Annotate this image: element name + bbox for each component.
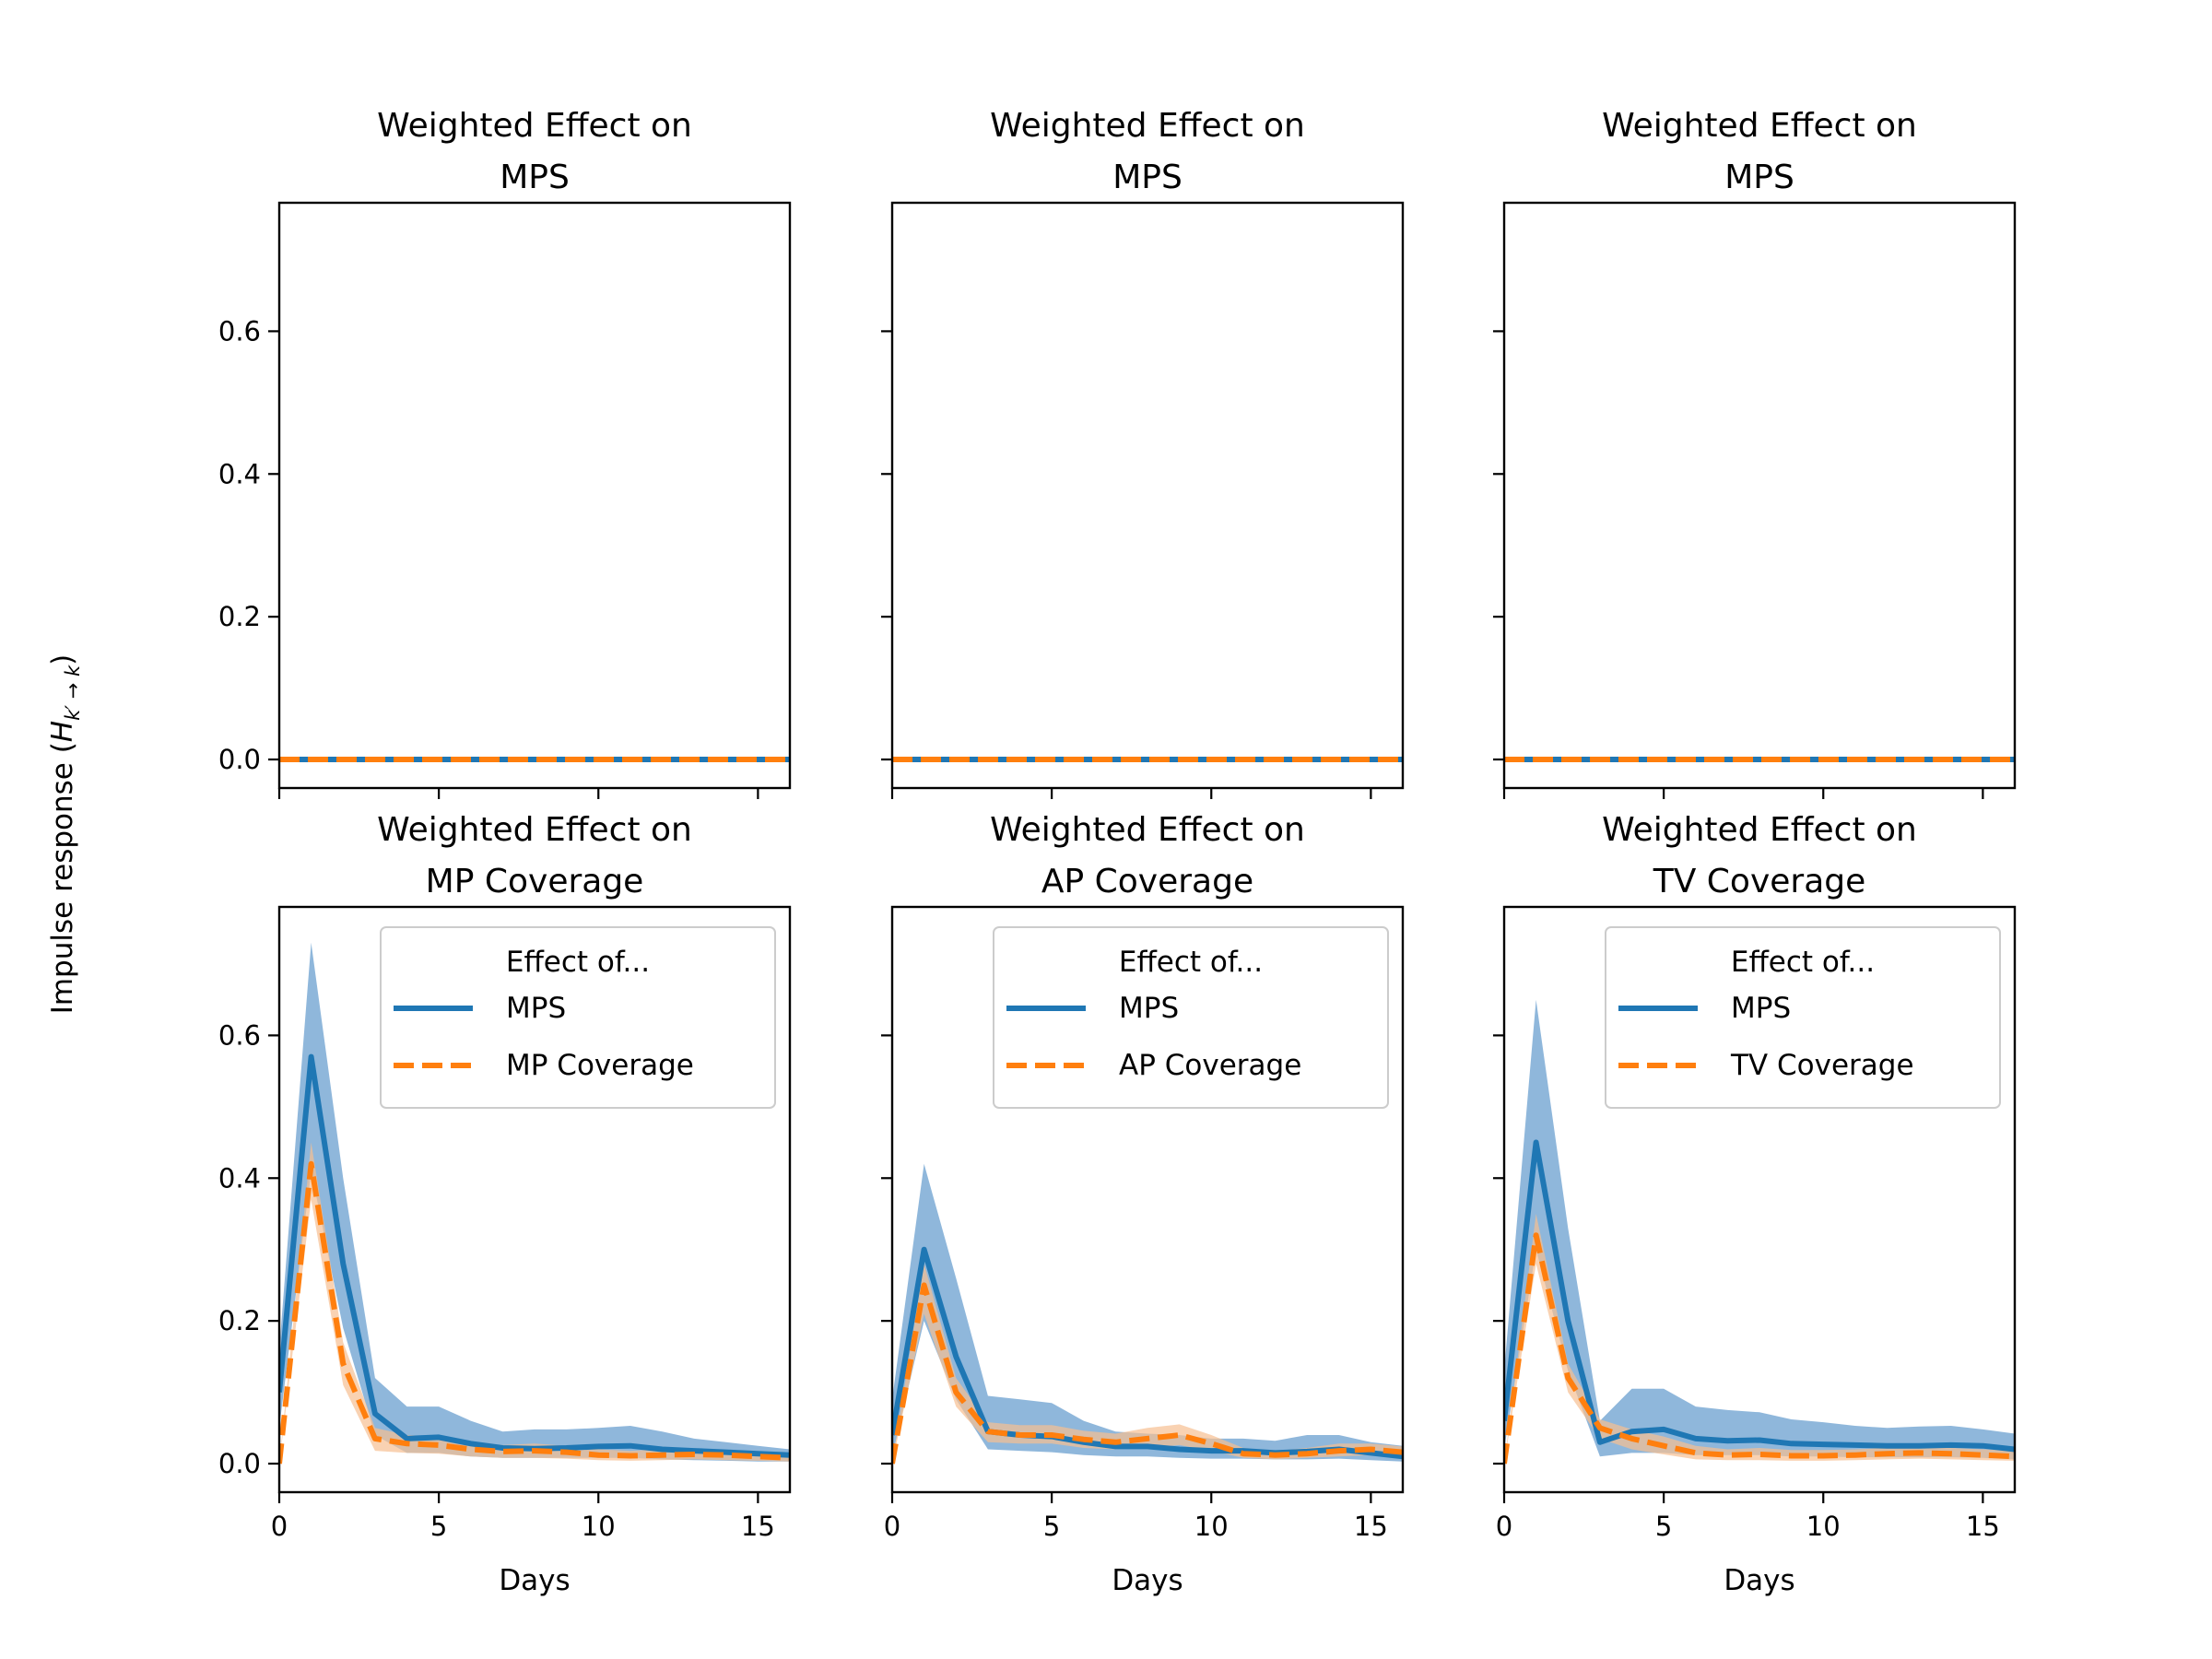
axes-frame xyxy=(277,905,792,1494)
subplot-grid: Weighted Effect on MPS0.00.20.40.6Weighte… xyxy=(218,107,2017,1597)
y-axis-label-close: ) xyxy=(46,654,79,665)
x-tick-label: 10 xyxy=(1806,1511,1841,1542)
legend-box xyxy=(993,926,1389,1109)
panel-title: Weighted Effect on MP Coverage xyxy=(377,811,692,900)
panel-title: Weighted Effect on MPS xyxy=(377,107,692,196)
legend-entry-label: MP Coverage xyxy=(506,1049,694,1082)
panel-title-line1: Weighted Effect on xyxy=(377,107,692,145)
panel-title-line1: Weighted Effect on xyxy=(377,811,692,849)
series-line-blue xyxy=(1504,1139,2015,1453)
panel-6: Weighted Effect on TV Coverage 0 5 10 15 Days E… xyxy=(1493,811,2017,1597)
legend-title: Effect of... xyxy=(506,946,650,979)
x-tick-label: 0 xyxy=(271,1511,288,1542)
legend-title: Effect of... xyxy=(1119,946,1263,979)
x-tick-label: 5 xyxy=(430,1511,447,1542)
legend-box xyxy=(1605,926,2001,1109)
plot-area xyxy=(279,942,790,1465)
panel-title-line2: MPS xyxy=(1724,159,1794,196)
y-axis-label-sub: k′ → k xyxy=(62,665,84,721)
series-line-orange xyxy=(1504,1232,2015,1465)
legend-box xyxy=(380,926,776,1109)
legend-entry-label: MPS xyxy=(506,992,566,1025)
x-tick-label: 15 xyxy=(741,1511,775,1542)
confidence-band-ap-coverage xyxy=(892,1264,1403,1464)
y-tick-label: 0.2 xyxy=(218,1305,261,1336)
y-tick-label: 0.6 xyxy=(218,315,261,347)
series-line-orange xyxy=(892,1282,1403,1465)
panel-3: Weighted Effect on MPS xyxy=(1493,107,2017,799)
panel-title: Weighted Effect on MPS xyxy=(990,107,1305,196)
legend-title: Effect of... xyxy=(1731,946,1875,979)
x-tick-label: 0 xyxy=(1496,1511,1512,1542)
panel-2: Weighted Effect on MPS xyxy=(881,107,1405,799)
x-tick-label: 15 xyxy=(1966,1511,2000,1542)
panel-title-line2: MP Coverage xyxy=(426,863,644,900)
y-tick-label: 0.0 xyxy=(218,1448,261,1479)
legend: Effect of... MPS MP Coverage xyxy=(380,926,776,1109)
x-tick-label: 5 xyxy=(1655,1511,1672,1542)
legend-entry-label: TV Coverage xyxy=(1730,1049,1914,1082)
panel-title: Weighted Effect on AP Coverage xyxy=(990,811,1305,900)
legend-entry-label: MPS xyxy=(1731,992,1791,1025)
panel-title: Weighted Effect on MPS xyxy=(1602,107,1917,196)
panel-title-line2: MPS xyxy=(1112,159,1182,196)
panel-title-line1: Weighted Effect on xyxy=(990,107,1305,145)
plot-area xyxy=(892,1163,1403,1465)
plot-area xyxy=(1504,999,2015,1465)
panel-5: Weighted Effect on AP Coverage 0 5 10 15 Days E… xyxy=(881,811,1405,1597)
x-axis-label: Days xyxy=(1112,1564,1182,1597)
panel-title-line2: MPS xyxy=(500,159,570,196)
panel-title-line1: Weighted Effect on xyxy=(990,811,1305,849)
panel-1: Weighted Effect on MPS 0.0 0.2 0.4 0.6 xyxy=(218,107,792,799)
axes-frame xyxy=(1502,201,2017,790)
y-axis-label: Impulse response (Hk′ → k) xyxy=(46,654,84,1015)
legend: Effect of... MPS TV Coverage xyxy=(1605,926,2001,1109)
x-axis-label: Days xyxy=(1724,1564,1794,1597)
x-tick-label: 5 xyxy=(1043,1511,1060,1542)
legend-entry-label: AP Coverage xyxy=(1119,1049,1301,1082)
panel-title: Weighted Effect on TV Coverage xyxy=(1602,811,1917,900)
x-tick-label: 10 xyxy=(582,1511,616,1542)
y-tick-label: 0.6 xyxy=(218,1019,261,1051)
legend: Effect of... MPS AP Coverage xyxy=(993,926,1389,1109)
panel-title-line2: AP Coverage xyxy=(1041,863,1253,900)
y-axis-label-var: H xyxy=(46,721,79,742)
y-tick-label: 0.4 xyxy=(218,458,261,489)
axes-frame xyxy=(890,201,1405,790)
panel-4: Weighted Effect on MP Coverage 0.0 0.2 0.4 0.… xyxy=(218,811,792,1597)
axes-frame xyxy=(277,201,792,790)
y-axis-label-main: Impulse response ( xyxy=(46,742,79,1014)
legend-entry-label: MPS xyxy=(1119,992,1179,1025)
x-tick-label: 10 xyxy=(1194,1511,1229,1542)
panel-title-line1: Weighted Effect on xyxy=(1602,811,1917,849)
series-line-orange xyxy=(279,1160,790,1465)
x-axis-label: Days xyxy=(499,1564,570,1597)
y-tick-label: 0.2 xyxy=(218,601,261,632)
panel-title-line1: Weighted Effect on xyxy=(1602,107,1917,145)
x-tick-label: 15 xyxy=(1354,1511,1388,1542)
panel-title-line2: TV Coverage xyxy=(1653,863,1866,900)
axes-frame xyxy=(1502,905,2017,1494)
y-tick-label: 0.4 xyxy=(218,1162,261,1194)
y-tick-label: 0.0 xyxy=(218,744,261,775)
x-tick-label: 0 xyxy=(884,1511,900,1542)
axes-frame xyxy=(890,905,1405,1494)
